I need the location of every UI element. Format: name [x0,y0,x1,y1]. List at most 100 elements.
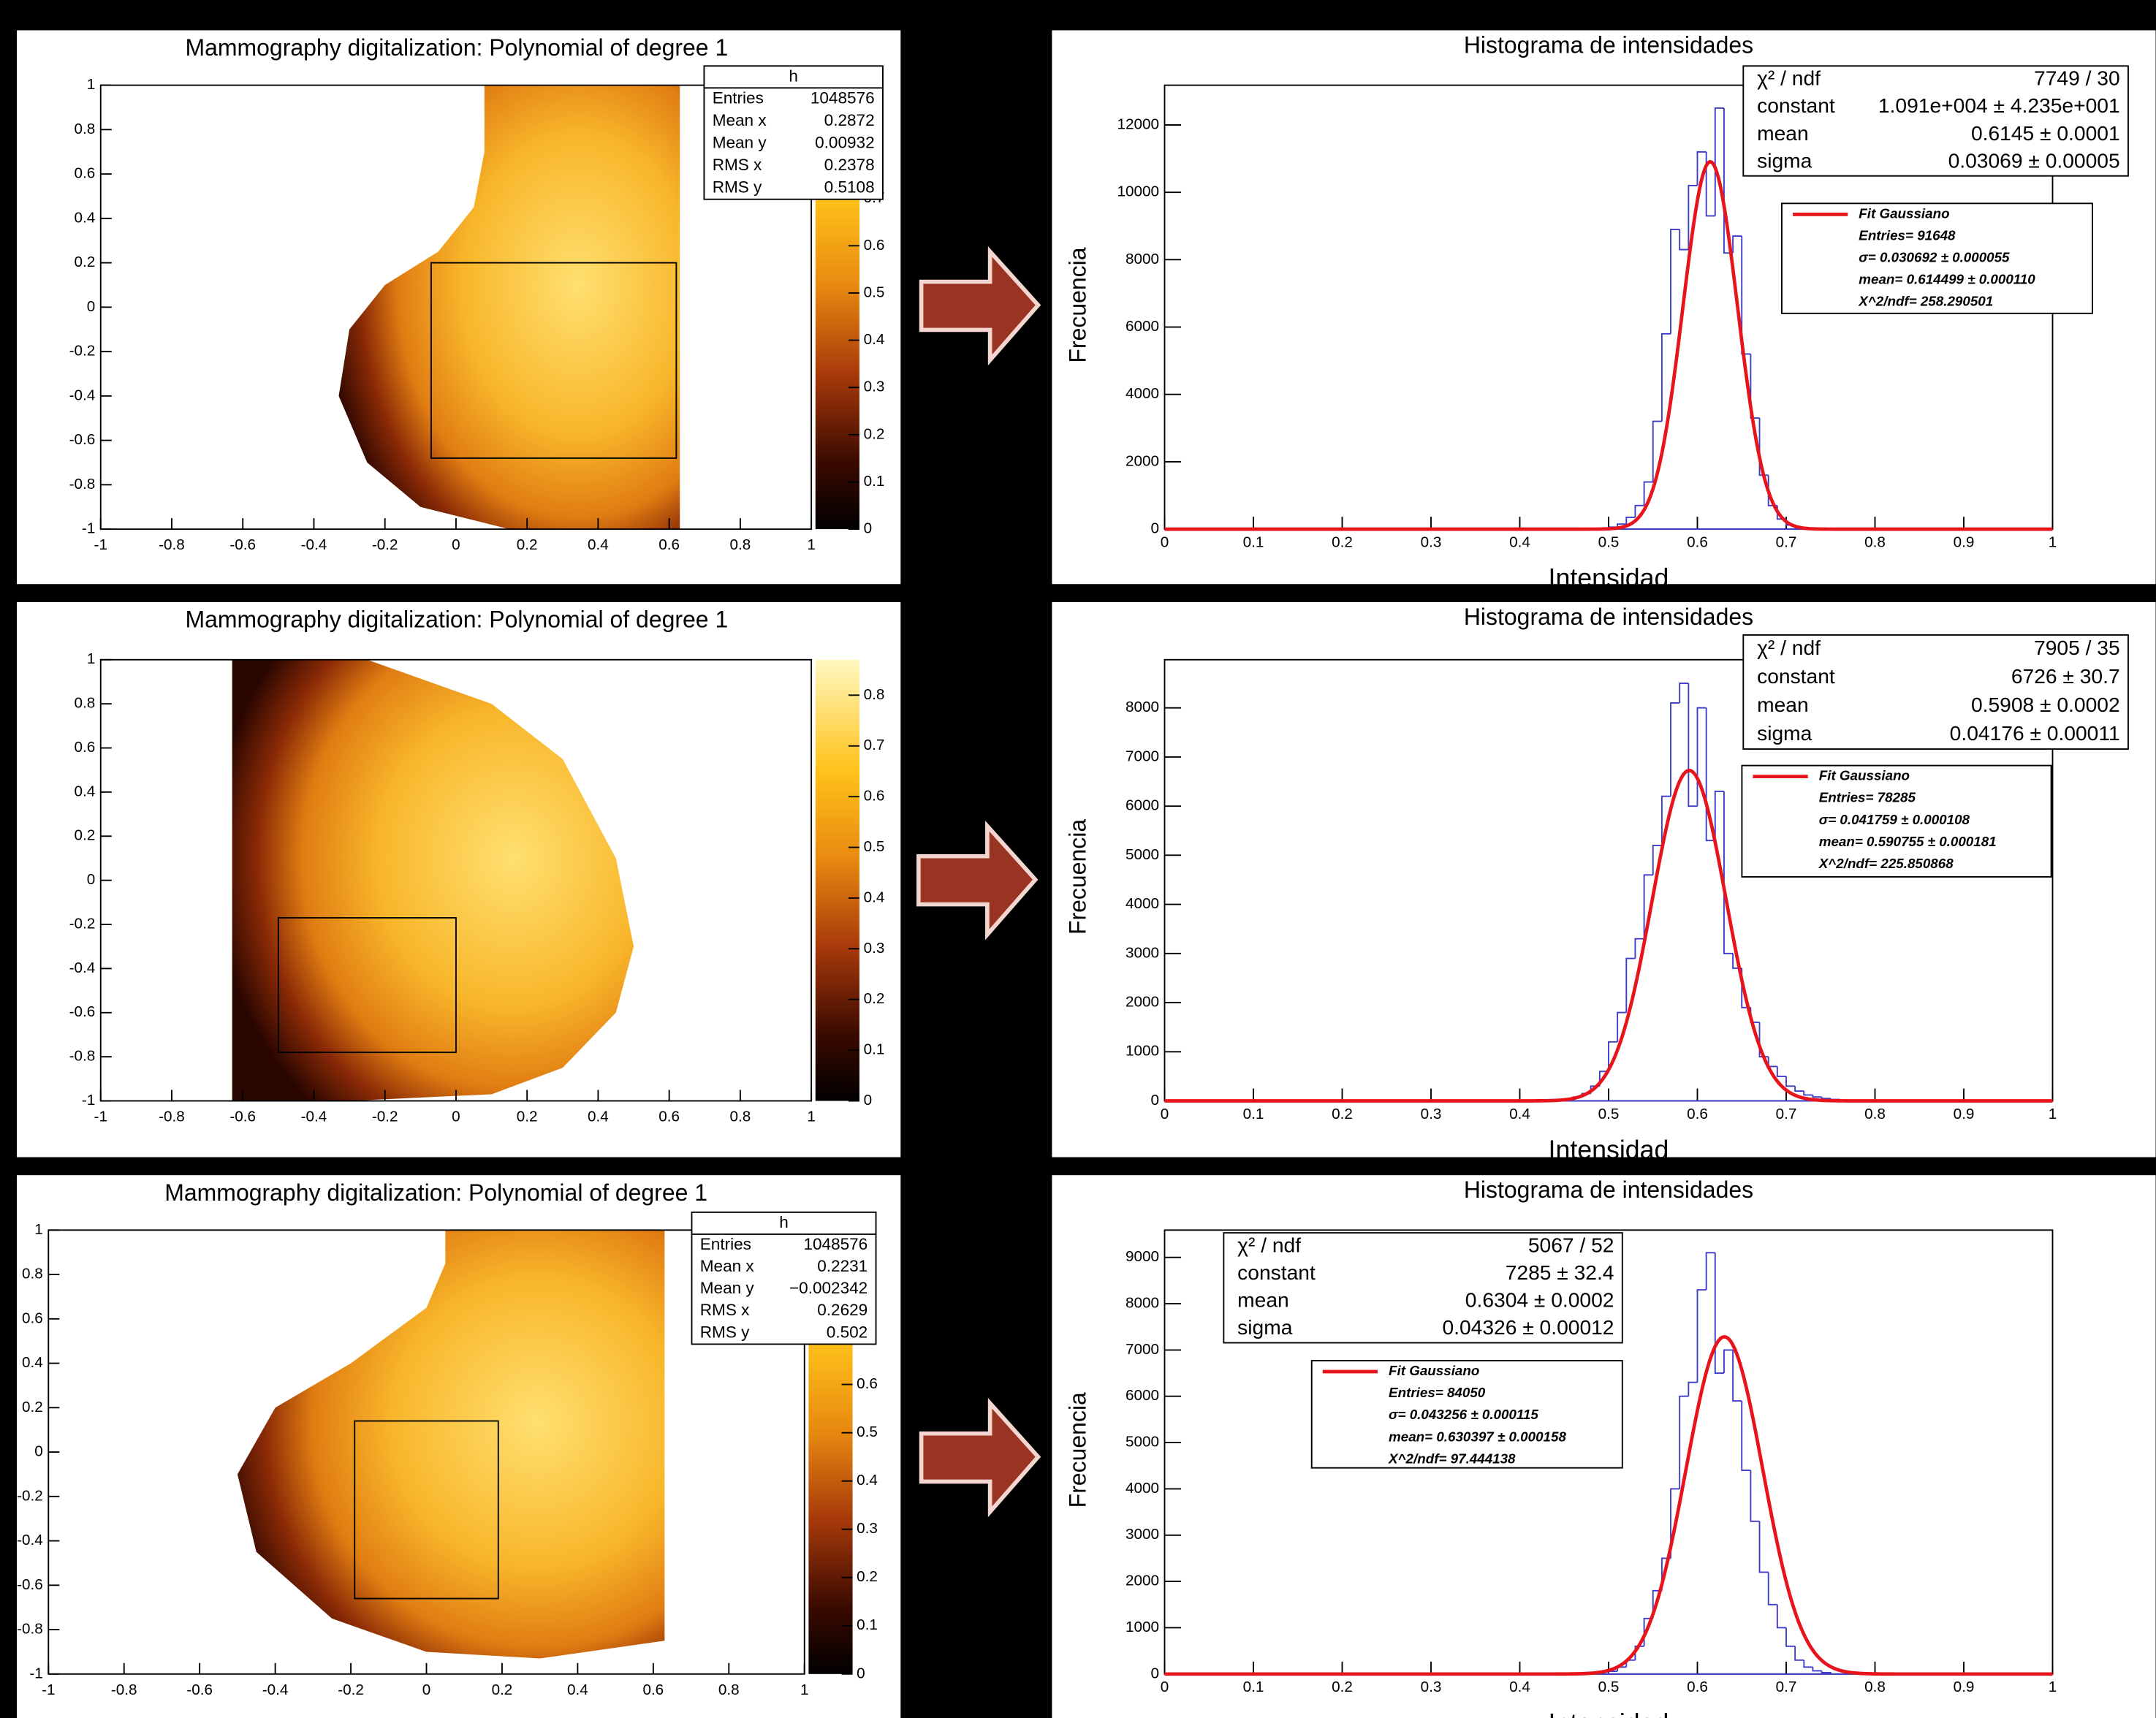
y-tick-label: 0.4 [74,783,95,799]
colorbar-tick-label: 0.6 [864,237,885,254]
histogram-bin [1696,151,1707,186]
histogram-bin [1705,1252,1715,1291]
histogram-bin [1794,1086,1804,1092]
histogram-bin [1776,1066,1786,1077]
histogram-bin [1688,683,1698,807]
x-tick-label: 1 [2049,1106,2057,1122]
stats-label: χ² / ndf [1237,1233,1301,1256]
colorbar-tick-label: 0.3 [857,1520,878,1537]
x-tick-label: 0 [1161,533,1169,550]
colorbar-tick-label: 0.4 [864,331,885,348]
x-tick-label: -1 [94,1109,107,1125]
y-tick-label: 0.8 [22,1266,43,1282]
legend-line: σ= 0.030692 ± 0.000055 [1859,250,2010,265]
x-tick-label: 1 [2049,533,2057,550]
stats-value: 0.2378 [824,156,875,174]
x-tick-label: 0.9 [1954,1679,1975,1695]
x-tick-label: 0.6 [658,1109,680,1125]
y-tick-label: 3000 [1126,1526,1159,1543]
chart-title: Mammography digitalization: Polynomial o… [164,1179,707,1206]
y-tick-label: -0.6 [69,431,96,448]
x-tick-label: 1 [807,1109,816,1125]
stats-value: 0.04326 ± 0.00012 [1442,1315,1614,1339]
x-tick-label: -0.2 [372,536,398,553]
histogram-bin [1679,1395,1689,1489]
y-tick-label: 7000 [1126,1341,1159,1358]
x-tick-label: -0.4 [301,1109,327,1125]
stats-value: 0.04176 ± 0.00011 [1950,721,2120,745]
legend-line: Χ^2/ndf= 225.850868 [1818,856,1954,871]
y-tick-label: -1 [29,1665,42,1681]
colorbar-tick-label: 0.5 [864,838,885,855]
stats-title: h [779,1213,789,1231]
stats-value: 0.5908 ± 0.0002 [1971,693,2120,716]
chart-title: Mammography digitalization: Polynomial o… [185,34,728,61]
legend-box [1781,202,2093,314]
histogram-bin [1785,1627,1796,1647]
histogram-bin [1696,1289,1707,1383]
colorbar-tick-label: 0.3 [864,379,885,395]
histogram-bin [1758,418,1769,476]
stats-label: constant [1757,664,1835,688]
x-tick-label: -0.2 [372,1109,398,1125]
y-axis-label: Frecuencia [1064,1392,1090,1508]
y-tick-label: 0 [1150,1665,1159,1681]
y-tick-label: 0.2 [74,827,95,844]
stats-label: mean [1757,693,1809,716]
stats-label: χ² / ndf [1757,66,1821,90]
histogram-bin [1634,504,1644,517]
stats-value: 0.6304 ± 0.0002 [1465,1288,1614,1312]
tissue-image [237,1230,665,1659]
colorbar-tick-label: 0.4 [857,1472,878,1489]
histogram-bin [1670,228,1680,334]
chart-title: Mammography digitalization: Polynomial o… [185,607,728,633]
stats-label: constant [1237,1261,1316,1284]
histogram-bin [1705,151,1715,217]
y-tick-label: 0.8 [74,695,95,712]
colorbar-tick-label: 0.6 [864,788,885,805]
chart-title: Histograma de intensidades [1464,1177,1753,1203]
histogram-bin [1643,874,1653,939]
x-tick-label: 0.8 [730,1109,751,1125]
histogram-bin [1821,1671,1832,1674]
stats-title: h [789,66,798,85]
histogram-bin [1660,332,1671,422]
x-tick-label: 0.4 [567,1681,588,1698]
x-tick-label: 0.5 [1598,1679,1620,1695]
y-tick-label: -0.6 [69,1003,96,1020]
y-axis-label: Frecuencia [1064,819,1090,935]
stats-value: 0.00932 [815,133,875,151]
x-tick-label: 0.9 [1954,533,1975,550]
x-tick-label: 0.7 [1776,1679,1797,1695]
stats-value: 0.5108 [824,178,875,196]
stats-label: sigma [1757,148,1813,172]
roi-box [430,262,677,459]
colorbar-tick-label: 0.6 [857,1375,878,1392]
histogram-bin [1723,1349,1734,1374]
stats-value: 0.502 [827,1323,868,1341]
histogram-bin [1732,1350,1742,1402]
roi-box [354,1420,499,1600]
histogram-bin [1803,1091,1813,1096]
histogram-bin [1812,1667,1822,1672]
y-tick-label: -0.8 [69,1048,96,1065]
y-tick-label: 5000 [1126,846,1159,863]
stats-box [1223,1232,1623,1344]
colorbar-tick-label: 0.8 [864,686,885,703]
x-tick-label: 0.2 [1332,1679,1353,1695]
panel: -1 -0.8 -0.6 -0.4 -0.2 0 0.2 0.4 0.6 0.8 1 -1 -0.8 -0… [17,30,901,585]
panel: 0 0.1 0.2 0.3 0.4 0.5 0.6 0.7 0.8 0.9 1 0 2000 4000 60… [1052,30,2156,585]
chart-title: Histograma de intensidades [1464,604,1753,630]
x-tick-label: 0.6 [1687,1679,1708,1695]
roi-box [277,917,457,1054]
stats-value: 1048576 [803,1235,868,1253]
colorbar-tick-label: 0.1 [864,1041,885,1058]
legend-label: Fit Gaussiano [1389,1363,1479,1378]
colorbar-tick-label: 0.2 [864,990,885,1007]
fit-curve [1164,159,2053,531]
y-tick-label: -0.4 [69,959,96,976]
y-tick-label: 12000 [1117,115,1158,132]
legend-line: Entries= 78285 [1819,790,1916,805]
y-tick-label: 8000 [1126,1295,1159,1312]
x-tick-label: 0.5 [1598,1106,1620,1122]
